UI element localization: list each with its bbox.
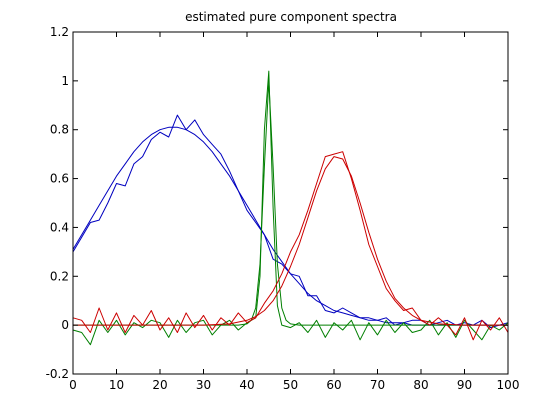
x-tick-label: 100 bbox=[497, 378, 520, 392]
plot-area bbox=[73, 32, 508, 374]
x-tick-label: 60 bbox=[326, 378, 341, 392]
series-layer bbox=[72, 70, 509, 346]
y-tick-label: -0.2 bbox=[46, 367, 69, 381]
y-tick-label: 0 bbox=[61, 318, 69, 332]
y-tick-label: 1.2 bbox=[50, 25, 69, 39]
y-tick-label: 0.6 bbox=[50, 172, 69, 186]
series-line-5-smooth bbox=[73, 156, 508, 326]
x-tick-label: 50 bbox=[283, 378, 298, 392]
y-tick-label: 1 bbox=[61, 74, 69, 88]
x-tick-label: 10 bbox=[109, 378, 124, 392]
x-tick-label: 40 bbox=[239, 378, 254, 392]
x-tick-label: 20 bbox=[152, 378, 167, 392]
chart-title: estimated pure component spectra bbox=[185, 10, 397, 24]
x-tick-label: 80 bbox=[413, 378, 428, 392]
x-tick-label: 30 bbox=[196, 378, 211, 392]
series-line-4-noisy bbox=[72, 151, 509, 341]
y-tick-label: 0.2 bbox=[50, 269, 69, 283]
axis-layer: 0 10 20 30 40 50 60 70 80 90 100-0.200.20.40.60.81… bbox=[46, 25, 520, 392]
plot-background bbox=[73, 32, 508, 374]
x-tick-label: 90 bbox=[457, 378, 472, 392]
x-tick-label: 70 bbox=[370, 378, 385, 392]
x-tick-label: 0 bbox=[69, 378, 77, 392]
y-tick-label: 0.8 bbox=[50, 123, 69, 137]
y-tick-label: 0.4 bbox=[50, 220, 69, 234]
series-line-3-smooth bbox=[73, 80, 508, 326]
